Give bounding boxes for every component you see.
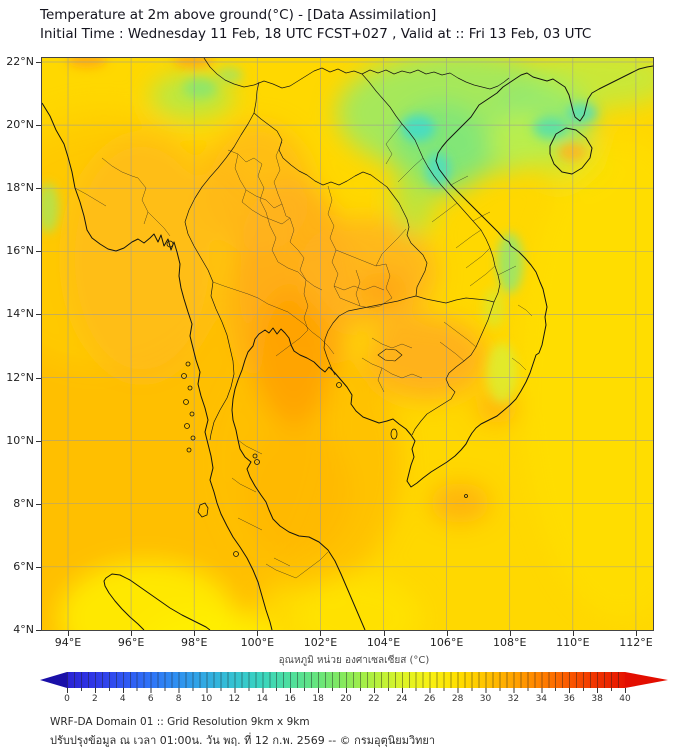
- colorbar-tick-label: 8: [175, 694, 182, 704]
- footer-domain-info: WRF-DA Domain 01 :: Grid Resolution 9km …: [50, 716, 310, 728]
- tonle-sap-lake: [377, 348, 403, 362]
- lat-tick-mark: [36, 377, 41, 379]
- sumatra-coast: [103, 573, 211, 630]
- lat-tick-mark: [36, 503, 41, 505]
- lon-tick-label: 96°E: [117, 636, 145, 649]
- colorbar-tick-label: 28: [451, 694, 464, 704]
- lat-tick-mark: [36, 566, 41, 568]
- border-china: [203, 58, 510, 90]
- lat-tick-label: 20°N: [6, 118, 34, 132]
- colorbar-tick-label: 2: [92, 694, 98, 704]
- lon-tick-mark: [509, 631, 511, 636]
- colorbar-tick-label: 38: [591, 694, 603, 704]
- colorbar-tick-label: 20: [340, 694, 352, 704]
- colorbar-tick-label: 24: [396, 694, 408, 704]
- lat-tick-label: 16°N: [6, 244, 34, 258]
- lat-tick-label: 4°N: [13, 622, 34, 636]
- coast-myanmar-tenasserim: [42, 102, 273, 630]
- lon-tick-mark: [320, 631, 322, 636]
- colorbar-tick-label: 4: [119, 694, 126, 704]
- lon-tick-mark: [194, 631, 196, 636]
- province-boundaries: [74, 123, 533, 579]
- map-area: [41, 57, 654, 631]
- lon-tick-label: 110°E: [556, 636, 590, 649]
- lon-tick-label: 98°E: [180, 636, 208, 649]
- lat-tick-mark: [36, 62, 41, 63]
- colorbar-segments: [67, 672, 625, 688]
- lon-tick-mark: [572, 631, 574, 636]
- colorbar-tick-label: 10: [200, 694, 213, 704]
- colorbar-tick-label: 36: [563, 694, 575, 704]
- colorbar-tick-label: 6: [147, 694, 154, 704]
- lat-tick-mark: [36, 188, 41, 190]
- lat-tick-mark: [36, 251, 41, 253]
- lon-tick-label: 100°E: [240, 636, 275, 649]
- hainan-island: [549, 127, 593, 175]
- lat-tick-label: 14°N: [6, 307, 34, 321]
- border-myanmar-laos: [253, 81, 260, 114]
- lon-tick-mark: [383, 631, 385, 636]
- colorbar-right-arrow: [625, 672, 668, 688]
- colorbar-tick-label: 0: [64, 694, 70, 704]
- colorbar-tick-label: 14: [256, 694, 269, 704]
- temperature-map-svg: [42, 58, 653, 630]
- colorbar-title: อุณหภูมิ หน่วย องศาเซลเซียส (°C): [278, 655, 430, 666]
- lat-tick-mark: [36, 314, 41, 316]
- page-title: Temperature at 2m above ground(°C) - [Da…: [40, 6, 591, 44]
- lon-tick-label: 108°E: [493, 636, 527, 649]
- colorbar-tick-label: 12: [228, 694, 241, 704]
- lat-tick-mark: [36, 440, 41, 442]
- border-thailand-laos: [253, 112, 428, 297]
- title-line2: Initial Time : Wednesday 11 Feb, 18 UTC …: [40, 26, 592, 42]
- colorbar-gradient: [67, 672, 625, 688]
- lon-tick-mark: [257, 631, 259, 636]
- lon-tick-label: 104°E: [366, 636, 401, 649]
- islands: [166, 240, 468, 557]
- lon-tick-mark: [446, 631, 448, 636]
- lat-tick-mark: [36, 125, 41, 127]
- border-cambodia-vietnam: [411, 301, 495, 436]
- lon-tick-mark: [68, 631, 69, 636]
- lon-tick-mark: [131, 631, 133, 636]
- lat-tick-label: 18°N: [6, 181, 34, 195]
- lat-tick-label: 6°N: [13, 559, 34, 573]
- gridlines: [42, 58, 653, 630]
- lat-tick-label: 22°N: [6, 55, 34, 68]
- lon-tick-label: 112°E: [619, 636, 653, 649]
- colorbar-tick-label: 40: [619, 694, 631, 704]
- colorbar-tick-label: 30: [479, 694, 492, 704]
- colorbar-tick-label: 16: [284, 694, 296, 704]
- colorbar-left-arrow: [40, 672, 67, 688]
- border-laos-cambodia: [415, 295, 495, 304]
- footer-update-info: ปรับปรุงข้อมูล ณ เวลา 01:00น. วัน พฤ. ที…: [50, 734, 436, 747]
- coast-gulf-indochina-china: [231, 65, 653, 630]
- title-line1: Temperature at 2m above ground(°C) - [Da…: [40, 7, 437, 23]
- country-borders: [184, 58, 510, 441]
- temperature-field: [42, 58, 653, 630]
- colorbar-tick-label: 22: [368, 694, 380, 704]
- lat-tick-label: 10°N: [6, 433, 34, 447]
- lat-tick-mark: [36, 629, 41, 631]
- coastlines: [42, 65, 653, 630]
- lat-tick-label: 12°N: [6, 370, 34, 384]
- colorbar-tick-label: 32: [507, 694, 520, 704]
- lon-tick-label: 94°E: [54, 636, 82, 649]
- colorbar-tick-label: 34: [535, 694, 548, 704]
- lon-tick-label: 102°E: [303, 636, 338, 649]
- lon-tick-mark: [635, 631, 637, 636]
- border-laos-vietnam: [361, 73, 501, 303]
- colorbar-tick-label: 26: [423, 694, 436, 704]
- lon-tick-label: 106°E: [429, 636, 464, 649]
- border-thailand-cambodia: [323, 295, 417, 376]
- border-myanmar-thailand: [184, 112, 255, 441]
- lat-tick-label: 8°N: [13, 496, 34, 510]
- phuket-island: [197, 502, 209, 518]
- colorbar-tick-label: 18: [312, 694, 324, 704]
- colorbar-major-ticks: [67, 688, 626, 693]
